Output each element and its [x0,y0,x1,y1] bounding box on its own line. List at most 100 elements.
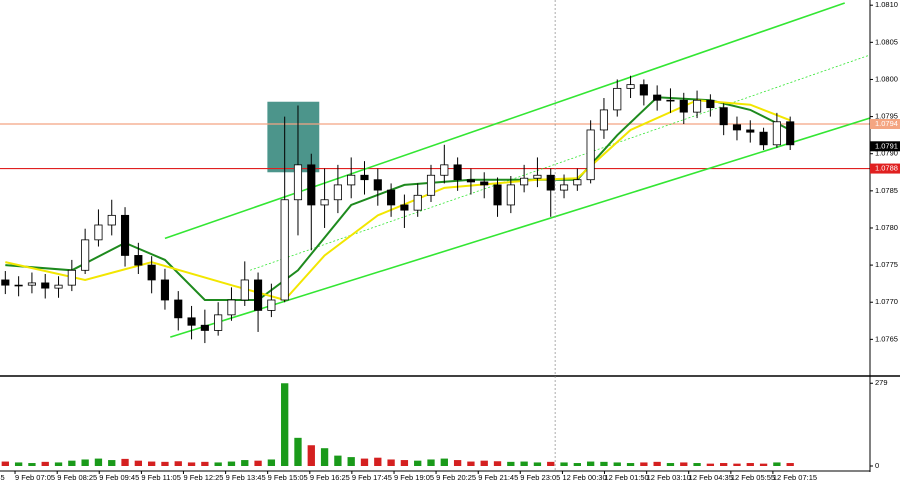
volume-bar [733,463,741,466]
volume-bar [54,462,63,466]
candle-body [520,177,529,186]
candle-body [54,284,63,289]
candle-body [400,204,409,211]
x-tick-label: 9 Feb 12:25 [183,473,223,482]
volume-bar [281,383,289,466]
candle-body [41,282,50,289]
trend-line [164,2,845,240]
candle-body [506,184,515,206]
candle-body [453,164,462,181]
x-tick-label: 9 Feb 23:05 [520,473,560,482]
volume-bar [453,460,462,466]
volume-bar [374,457,382,466]
candle-body [27,282,36,286]
x-tick-label: 12 Feb 03:10 [647,473,691,482]
price-level-tag [870,119,900,130]
volume-bar [720,463,728,466]
volume-tick-label: 0 [875,461,879,470]
volume-bar [520,461,528,466]
x-tick-label: 12 Feb 04:35 [689,473,733,482]
volume-bar [227,461,236,466]
volume-tick-label: 279 [875,378,888,387]
candle-body [786,121,795,146]
volume-bar [108,460,116,466]
volume-bar [640,462,648,466]
candle-body [440,164,449,176]
volume-bar [81,459,89,466]
volume-bar [666,463,675,466]
volume-bar [334,455,342,466]
x-tick-label: 12 Feb 01:50 [604,473,648,482]
candle-body [772,121,781,146]
x-tick-label: 9 Feb 15:05 [268,473,308,482]
volume-bar [94,458,103,466]
x-tick-label: 9 Feb 21:45 [478,473,518,482]
volume-bar [360,458,369,466]
candle-body [14,284,23,287]
volume-bar [147,461,156,466]
volume-bar [347,457,355,466]
volume-bar [427,459,435,466]
candle-body [120,214,130,256]
candle-body [533,174,542,179]
volume-bar [600,461,608,466]
volume-bar [387,459,395,466]
candle-body [746,129,755,133]
x-tick-label: 9 Feb 19:05 [394,473,434,482]
volume-bar [121,458,129,466]
volume-bar [414,460,422,466]
volume-bar [480,460,488,466]
candle-body [759,131,768,146]
x-tick-label: 9 Feb 20:25 [436,473,476,482]
volume-bar [613,462,621,466]
volume-bar [254,460,262,466]
x-tick-label: 9 Feb 11:05 [141,473,180,482]
x-tick-label: 12 Feb 07:15 [773,473,817,482]
volume-bar [573,463,581,466]
volume-bar [267,459,276,466]
candle-body [666,99,675,102]
candle-body [160,279,170,301]
volume-bar [174,461,182,466]
signal-zone [267,101,320,173]
y-tick-label: 1.0785 [875,186,898,195]
last-price-label: 1.0791 [875,141,898,150]
volume-bar [440,458,448,466]
volume-bar [786,463,794,466]
volume-bar [187,462,196,466]
price-panel [0,2,870,344]
volume-bar [680,462,688,466]
x-tick-label: 12 Feb 00:30 [562,473,606,482]
y-tick-label: 1.0765 [875,334,898,343]
candle-body [679,99,688,113]
candle-body [546,174,555,191]
candle-body [653,94,662,101]
volume-bar [547,461,555,466]
candle-body [347,174,356,186]
x-tick-label: 9 Feb 07:05 [15,473,55,482]
candle-body [94,224,103,241]
volume-bar [467,461,475,466]
moving-average [5,96,791,301]
candle-body [466,179,475,183]
volume-bar [533,462,542,466]
volume-bar [28,463,36,466]
volume-bar [507,461,515,466]
volume-bar [201,461,209,466]
volume-bar [161,461,169,466]
candle-body [613,87,622,111]
candle-body [360,174,369,181]
candle-body [373,179,382,191]
candle-body [280,199,289,301]
volume-bar [214,462,222,466]
volume-bar [759,463,768,466]
candle-body [586,129,595,181]
volume-bar [294,437,302,466]
candle-body [413,194,422,211]
candle-body [626,84,635,89]
candle-body [719,107,728,126]
x-tick-label: 9 Feb 08:25 [57,473,97,482]
candle-body [573,179,582,186]
